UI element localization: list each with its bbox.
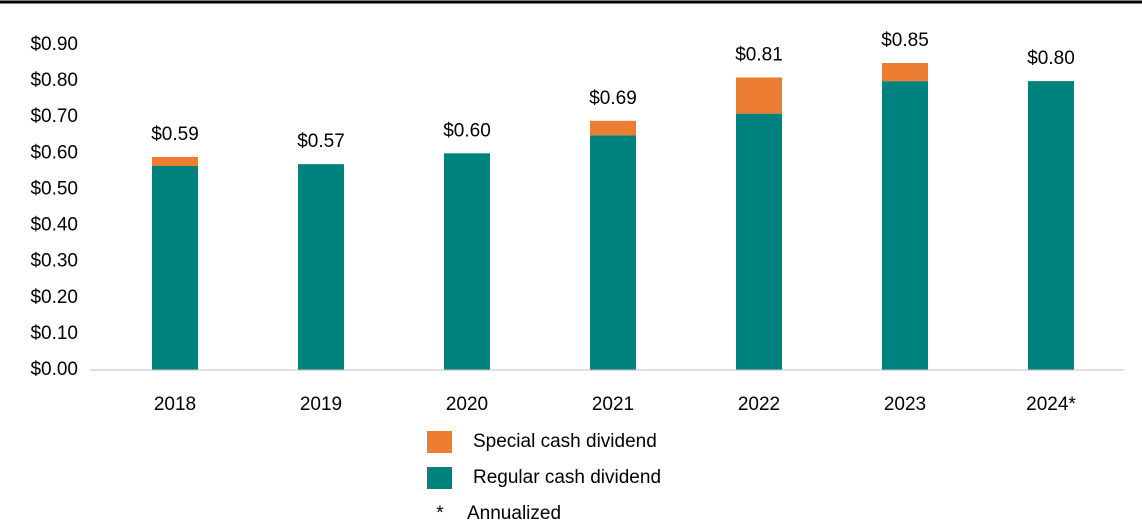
bar-segment (736, 113, 782, 370)
x-tick-label: 2024* (1026, 394, 1076, 415)
y-tick-label: $0.30 (30, 251, 78, 272)
y-tick-label: $0.00 (30, 359, 78, 380)
x-tick-label: 2021 (592, 394, 634, 415)
legend-label: Regular cash dividend (473, 467, 661, 488)
x-tick-label: 2019 (300, 394, 342, 415)
bar-segment (298, 164, 344, 370)
legend-label: Special cash dividend (473, 431, 657, 452)
note-symbol: * (436, 503, 444, 524)
y-tick-label: $0.90 (30, 34, 78, 55)
y-tick-label: $0.70 (30, 106, 78, 127)
total-label: $0.81 (735, 45, 783, 66)
y-tick-label: $0.20 (30, 287, 78, 308)
bar-segment (444, 153, 490, 370)
bar-segment (590, 120, 636, 136)
legend-swatch (427, 431, 452, 453)
bar-segment (736, 77, 782, 114)
legend-swatch (427, 467, 452, 489)
total-label: $0.69 (589, 88, 637, 109)
total-label: $0.59 (151, 124, 199, 145)
bar-segment (152, 156, 198, 166)
note: Annualized (467, 503, 561, 524)
x-tick-label: 2022 (738, 394, 780, 415)
total-label: $0.57 (297, 131, 345, 152)
total-label: $0.60 (443, 120, 491, 141)
total-label: $0.85 (881, 30, 929, 51)
x-tick-label: 2020 (446, 394, 488, 415)
bar-segment (590, 135, 636, 370)
y-tick-label: $0.10 (30, 323, 78, 344)
bar-segment (882, 81, 928, 370)
total-label: $0.80 (1027, 48, 1075, 69)
y-tick-label: $0.50 (30, 178, 78, 199)
x-tick-label: 2023 (884, 394, 926, 415)
y-tick-label: $0.60 (30, 142, 78, 163)
y-tick-label: $0.40 (30, 215, 78, 236)
bar-segment (882, 63, 928, 82)
bar-segment (1028, 81, 1074, 370)
x-tick-label: 2018 (154, 394, 196, 415)
y-tick-label: $0.80 (30, 70, 78, 91)
bar-segment (152, 165, 198, 370)
